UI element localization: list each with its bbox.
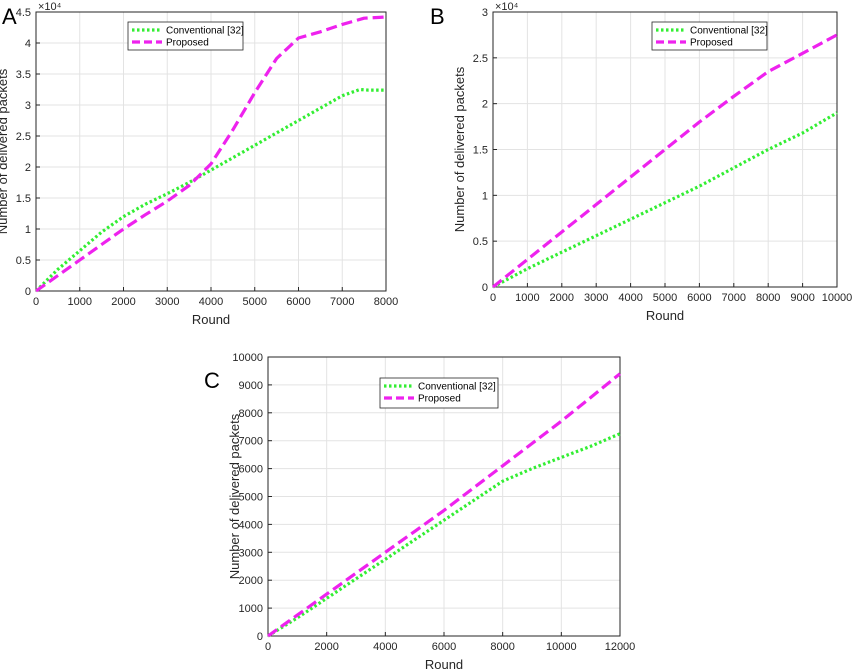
x-tick-label: 5000 [243, 296, 267, 308]
y-axis-label: Number of delivered packets [0, 68, 10, 234]
x-tick-label: 9000 [790, 292, 814, 304]
x-tick-label: 2000 [111, 296, 135, 308]
panel-letter: B [430, 4, 445, 29]
x-tick-label: 7000 [722, 292, 746, 304]
y-tick-label: 1000 [239, 603, 263, 615]
x-tick-label: 1000 [68, 296, 92, 308]
y-tick-label: 2 [482, 99, 488, 111]
series-line-conventional [492, 111, 838, 289]
y-tick-label: 7000 [239, 436, 263, 448]
y-tick-label: 1 [25, 224, 31, 236]
x-tick-label: 4000 [199, 296, 223, 308]
y-axis-label: Number of delivered packets [227, 413, 242, 579]
legend-entry-label: Conventional [32] [418, 382, 496, 393]
x-tick-label: 4000 [618, 292, 642, 304]
axes-box [492, 11, 838, 288]
y-tick-label: 4.5 [16, 7, 31, 19]
y-tick-label: 2000 [239, 575, 263, 587]
series-line-proposed [35, 15, 387, 293]
x-tick-label: 8000 [374, 296, 398, 308]
y-tick-label: 1 [482, 190, 488, 202]
y-tick-label: 3 [25, 100, 31, 112]
x-tick-label: 2000 [314, 641, 338, 653]
axes-box [35, 11, 387, 292]
x-tick-label: 10000 [546, 641, 577, 653]
chart-panel-c: 0 2000 4000 6000 8000 10000 12000 0 1000 2000 3000… [204, 352, 635, 671]
x-axis-label: Round [192, 312, 230, 327]
y-tick-label: 5000 [239, 492, 263, 504]
x-tick-label: 6000 [432, 641, 456, 653]
y-tick-label: 0 [482, 282, 488, 294]
legend: Conventional [32]Proposed [127, 21, 244, 51]
series-line-proposed [492, 33, 838, 289]
y-tick-label: 0 [25, 286, 31, 298]
y-axis-label: Number of delivered packets [452, 66, 467, 232]
y-tick-label: 2.5 [473, 53, 488, 65]
series-line-conventional [34, 87, 386, 293]
x-tick-label: 6000 [286, 296, 310, 308]
x-tick-label: 0 [490, 292, 496, 304]
panel-letter: C [204, 368, 220, 393]
y-exponent-label: ×10⁴ [38, 1, 62, 13]
legend-entry-label: Proposed [166, 38, 209, 49]
panel-letter: A [2, 4, 17, 29]
y-tick-label: 4 [25, 38, 31, 50]
y-tick-label: 3 [482, 7, 488, 19]
x-tick-label: 8000 [490, 641, 514, 653]
x-tick-label: 8000 [756, 292, 780, 304]
x-tick-label: 3000 [155, 296, 179, 308]
x-tick-label: 4000 [373, 641, 397, 653]
y-exponent-label: ×10⁴ [495, 1, 519, 13]
x-tick-label: 2000 [550, 292, 574, 304]
x-axis-label: Round [646, 308, 684, 323]
y-tick-label: 10000 [232, 352, 263, 364]
y-tick-label: 4000 [239, 519, 263, 531]
y-tick-label: 3000 [239, 547, 263, 559]
y-tick-label: 1.5 [16, 193, 31, 205]
legend: Conventional [32]Proposed [379, 377, 499, 409]
series-line-proposed [267, 372, 622, 638]
x-tick-label: 7000 [330, 296, 354, 308]
x-tick-label: 0 [265, 641, 271, 653]
legend-entry-label: Proposed [690, 38, 733, 49]
legend-box [127, 21, 244, 51]
x-tick-label: 0 [33, 296, 39, 308]
y-tick-label: 0.5 [16, 255, 31, 267]
y-tick-label: 8000 [239, 408, 263, 420]
y-tick-label: 2 [25, 162, 31, 174]
y-tick-label: 3.5 [16, 69, 31, 81]
legend-box [379, 377, 499, 409]
y-tick-label: 0.5 [473, 236, 488, 248]
y-tick-label: 6000 [239, 464, 263, 476]
x-tick-label: 10000 [822, 292, 853, 304]
y-tick-label: 2.5 [16, 131, 31, 143]
chart-panel-a: 0 1000 2000 3000 4000 5000 6000 7000 8000 0 0.5 1 1.… [0, 1, 398, 327]
x-tick-label: 6000 [687, 292, 711, 304]
series-line-conventional [267, 432, 621, 638]
y-tick-label: 9000 [239, 380, 263, 392]
y-tick-label: 1.5 [473, 145, 488, 157]
axes-box [267, 356, 621, 637]
legend-entry-label: Conventional [32] [166, 26, 244, 37]
y-tick-label: 0 [257, 631, 263, 643]
legend-entry-label: Conventional [32] [690, 26, 768, 37]
x-tick-label: 12000 [605, 641, 636, 653]
x-tick-label: 1000 [515, 292, 539, 304]
legend-entry-label: Proposed [418, 394, 461, 405]
x-tick-label: 3000 [584, 292, 608, 304]
x-axis-label: Round [425, 657, 463, 671]
legend: Conventional [32]Proposed [651, 21, 768, 51]
legend-box [651, 21, 768, 51]
x-tick-label: 5000 [653, 292, 677, 304]
chart-panel-b: 0 1000 2000 3000 4000 5000 6000 7000 8000 9000 100… [430, 1, 852, 323]
